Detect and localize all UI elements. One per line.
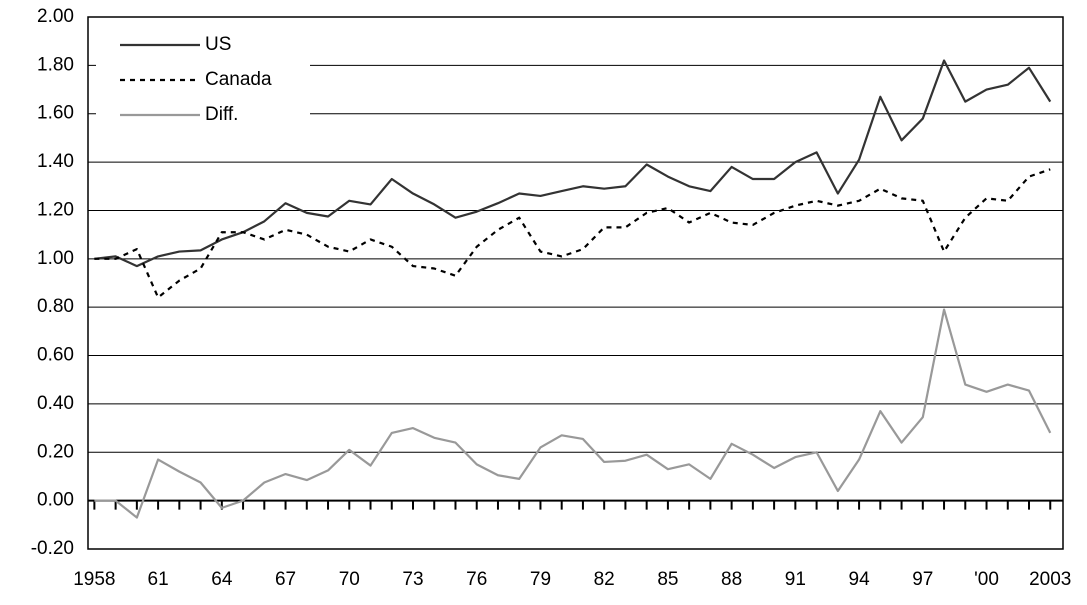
y-tick-label: 1.80 bbox=[37, 54, 74, 75]
x-tick-label: 73 bbox=[402, 569, 423, 590]
x-tick-label: 1958 bbox=[73, 569, 115, 590]
x-tick-label: 67 bbox=[275, 569, 296, 590]
series-line bbox=[94, 168, 1051, 299]
x-tick-label: 79 bbox=[530, 569, 551, 590]
legend-label: Canada bbox=[205, 69, 272, 90]
plot-frame bbox=[87, 16, 1064, 550]
y-tick-label: 0.00 bbox=[37, 490, 74, 511]
series-line bbox=[94, 59, 1052, 268]
x-tick-label: 2003 bbox=[1029, 569, 1071, 590]
x-tick-label: '00 bbox=[974, 569, 999, 590]
y-tick-label: 1.00 bbox=[37, 248, 74, 269]
x-tick-label: 85 bbox=[657, 569, 678, 590]
x-tick-label: 97 bbox=[912, 569, 933, 590]
y-tick-label: 0.60 bbox=[37, 345, 74, 366]
x-tick-label: 64 bbox=[211, 569, 233, 590]
y-tick-label: 0.80 bbox=[37, 296, 74, 317]
x-tick-label: 76 bbox=[466, 569, 487, 590]
x-tick-label: 61 bbox=[148, 569, 169, 590]
x-tick-label: 94 bbox=[849, 569, 871, 590]
series-line bbox=[94, 308, 1052, 519]
x-tick-label: 91 bbox=[785, 569, 806, 590]
y-tick-label: -0.20 bbox=[31, 538, 74, 559]
legend-label: US bbox=[205, 34, 231, 55]
y-tick-label: 0.20 bbox=[37, 441, 74, 462]
legend-label: Diff. bbox=[205, 104, 238, 125]
y-tick-label: 1.20 bbox=[37, 199, 74, 220]
x-tick-label: 88 bbox=[721, 569, 742, 590]
x-tick-label: 82 bbox=[594, 569, 615, 590]
y-tick-label: 2.00 bbox=[37, 6, 74, 27]
y-tick-label: 1.60 bbox=[37, 103, 74, 124]
x-tick-label: 70 bbox=[339, 569, 360, 590]
y-tick-label: 1.40 bbox=[37, 151, 74, 172]
y-tick-label: 0.40 bbox=[37, 393, 74, 414]
